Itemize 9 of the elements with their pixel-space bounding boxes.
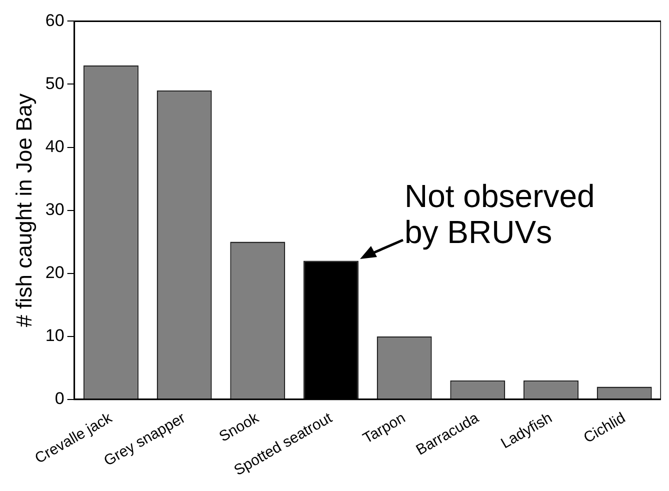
y-tick-label: 0	[54, 389, 64, 408]
y-tick-label: 40	[45, 136, 64, 156]
y-tick-label: 50	[45, 74, 64, 93]
annotation: Not observed by BRUVs	[404, 178, 595, 250]
y-tick-label: 60	[45, 10, 64, 30]
y-tick-label: 10	[45, 326, 64, 346]
y-axis-title: # fish caught in Joe Bay	[11, 93, 36, 328]
y-tick-label: 30	[45, 200, 64, 219]
y-tick-label: 20	[45, 263, 64, 282]
